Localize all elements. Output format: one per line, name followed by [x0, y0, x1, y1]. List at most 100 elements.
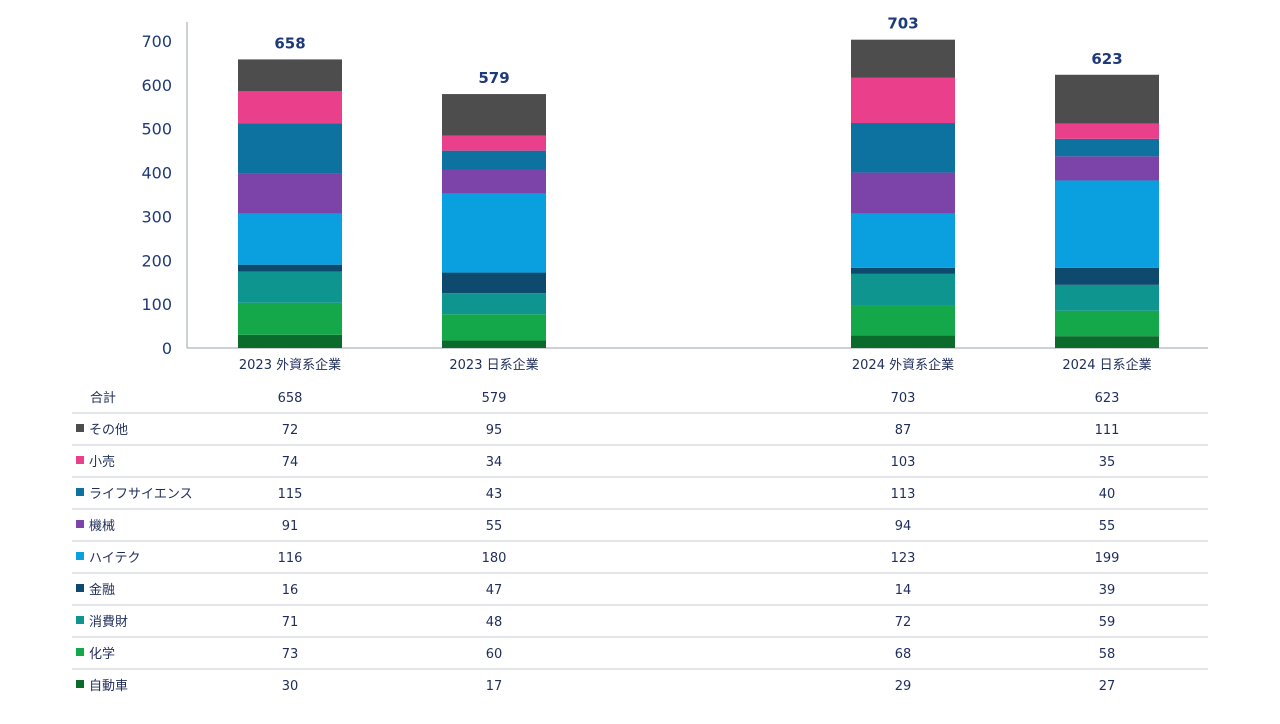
table-series-label: 化学 — [89, 646, 115, 662]
table-cell-value: 73 — [282, 647, 299, 662]
bar-segment — [238, 59, 342, 91]
bar-segment — [851, 39, 955, 78]
table-cell-value: 91 — [282, 519, 299, 534]
table-total-label: 合計 — [90, 390, 116, 406]
x-category-label: 2024 日系企業 — [1062, 357, 1151, 373]
y-tick-label: 200 — [141, 251, 172, 270]
table-cell-value: 94 — [895, 519, 912, 534]
table-cell-value: 74 — [282, 455, 299, 470]
table-cell-value: 59 — [1099, 615, 1116, 630]
table-cell-value: 116 — [278, 551, 303, 566]
table-cell-value: 16 — [282, 583, 299, 598]
bar-segment — [851, 77, 955, 124]
bar-segment — [1055, 284, 1159, 311]
table-total-value: 703 — [891, 391, 916, 406]
bar-segment — [1055, 180, 1159, 268]
table-legend-swatch — [76, 424, 84, 432]
table-legend-swatch — [76, 584, 84, 592]
table-series-label: ハイテク — [89, 551, 140, 566]
bar-segment — [851, 267, 955, 274]
table-series-label: ライフサイエンス — [89, 487, 193, 502]
table-series-label: 小売 — [89, 454, 115, 470]
bar-segment — [442, 193, 546, 273]
bar-segment — [851, 172, 955, 214]
bar-segment — [442, 135, 546, 151]
table-legend-swatch — [76, 616, 84, 624]
table-cell-value: 95 — [486, 423, 503, 438]
bar-total-label: 623 — [1091, 50, 1122, 68]
table-cell-value: 17 — [486, 679, 503, 694]
x-category-label: 2023 外資系企業 — [239, 357, 341, 373]
bar-segment — [851, 213, 955, 268]
table-cell-value: 40 — [1099, 487, 1116, 502]
table-legend-swatch — [76, 488, 84, 496]
bar-segment — [1055, 267, 1159, 285]
bar-segment — [442, 150, 546, 170]
bar-segment — [238, 334, 342, 348]
table-series-label: 消費財 — [89, 615, 128, 630]
y-tick-label: 700 — [141, 32, 172, 51]
table-cell-value: 123 — [891, 551, 916, 566]
table-legend-swatch — [76, 456, 84, 464]
bar-segment — [1055, 310, 1159, 337]
table-cell-value: 43 — [486, 487, 503, 502]
bar-segment — [238, 302, 342, 335]
table-legend-swatch — [76, 552, 84, 560]
table-cell-value: 111 — [1095, 423, 1120, 438]
y-tick-label: 300 — [141, 207, 172, 226]
y-tick-label: 0 — [162, 339, 172, 358]
bar-segment — [851, 305, 955, 336]
bar-segment — [1055, 336, 1159, 348]
table-cell-value: 29 — [895, 679, 912, 694]
table-legend-swatch — [76, 648, 84, 656]
bar-segment — [238, 271, 342, 303]
bar-segment — [442, 169, 546, 194]
bar-segment — [238, 123, 342, 174]
table-cell-value: 199 — [1095, 551, 1120, 566]
table-series-label: 自動車 — [89, 679, 128, 694]
x-category-label: 2023 日系企業 — [449, 357, 538, 373]
y-tick-label: 500 — [141, 120, 172, 139]
y-tick-label: 100 — [141, 295, 172, 314]
x-category-label: 2024 外資系企業 — [852, 357, 954, 373]
bar-segment — [851, 123, 955, 173]
bar-segment — [1055, 74, 1159, 124]
table-cell-value: 68 — [895, 647, 912, 662]
table-cell-value: 27 — [1099, 679, 1116, 694]
table-legend-swatch — [76, 680, 84, 688]
table-cell-value: 14 — [895, 583, 912, 598]
bar-segment — [238, 173, 342, 214]
table-series-label: その他 — [89, 423, 128, 438]
table-cell-value: 58 — [1099, 647, 1116, 662]
table-series-label: 機械 — [89, 519, 115, 534]
table-cell-value: 115 — [278, 487, 303, 502]
table-cell-value: 72 — [282, 423, 299, 438]
table-cell-value: 72 — [895, 615, 912, 630]
table-cell-value: 30 — [282, 679, 299, 694]
table-series-label: 金融 — [89, 582, 115, 598]
bar-total-label: 703 — [887, 15, 918, 33]
y-tick-label: 600 — [141, 76, 172, 95]
table-legend-swatch — [76, 520, 84, 528]
bar-segment — [238, 264, 342, 272]
table-cell-value: 71 — [282, 615, 299, 630]
bar-segment — [1055, 138, 1159, 157]
table-cell-value: 113 — [891, 487, 916, 502]
bar-segment — [1055, 156, 1159, 181]
table-cell-value: 48 — [486, 615, 503, 630]
bar-segment — [238, 90, 342, 124]
table-cell-value: 103 — [891, 455, 916, 470]
bar-total-label: 658 — [274, 34, 305, 52]
y-tick-label: 400 — [141, 164, 172, 183]
table-cell-value: 47 — [486, 583, 503, 598]
table-cell-value: 60 — [486, 647, 503, 662]
bar-segment — [442, 293, 546, 315]
bar-segment — [442, 314, 546, 341]
bar-total-label: 579 — [478, 69, 509, 87]
table-cell-value: 180 — [482, 551, 507, 566]
table-cell-value: 39 — [1099, 583, 1116, 598]
table-cell-value: 34 — [486, 455, 503, 470]
bar-segment — [851, 335, 955, 348]
